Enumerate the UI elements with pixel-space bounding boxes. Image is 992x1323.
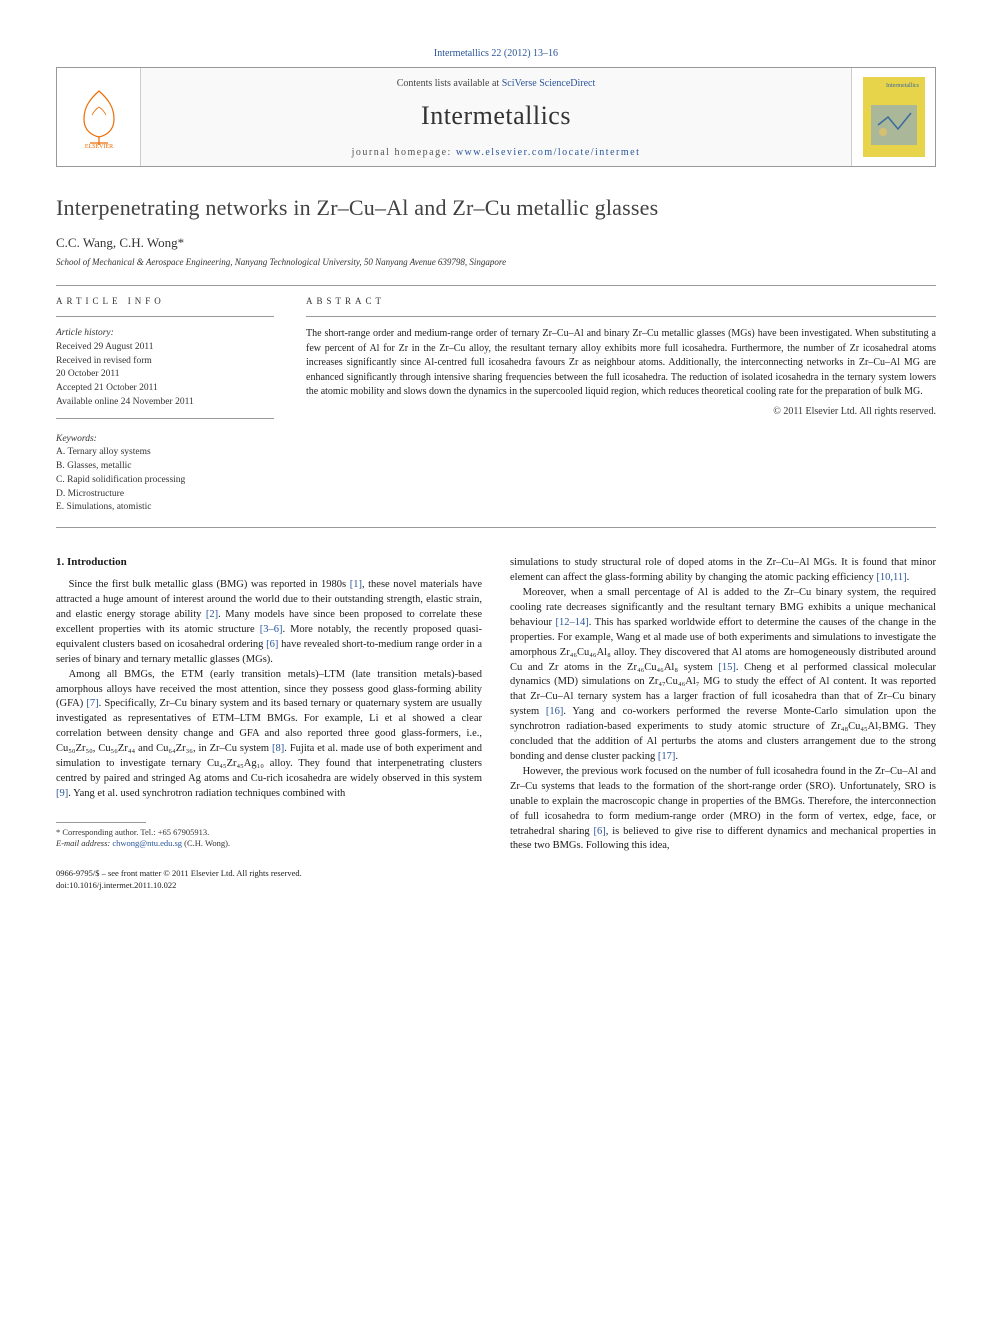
citation-link[interactable]: [10,11]	[876, 572, 906, 583]
running-header: Intermetallics 22 (2012) 13–16	[56, 48, 936, 59]
email-label: E-mail address:	[56, 838, 112, 848]
keyword: D. Microstructure	[56, 488, 274, 502]
citation-link[interactable]: [6]	[594, 826, 606, 837]
corresponding-author-footnote: * Corresponding author. Tel.: +65 679059…	[56, 827, 482, 850]
journal-cover-icon: Intermetallics	[863, 77, 925, 157]
column-right: simulations to study structural role of …	[510, 556, 936, 854]
contents-prefix: Contents lists available at	[397, 78, 502, 89]
citation-link[interactable]: [8]	[272, 743, 284, 754]
sciencedirect-link[interactable]: SciVerse ScienceDirect	[502, 78, 596, 89]
abstract-text: The short-range order and medium-range o…	[306, 327, 936, 400]
citation-link[interactable]: [9]	[56, 788, 68, 799]
paragraph: However, the previous work focused on th…	[510, 765, 936, 854]
article-info-column: ARTICLE INFO Article history: Received 2…	[56, 296, 274, 515]
citation-link[interactable]: [7]	[86, 698, 98, 709]
svg-text:Intermetallics: Intermetallics	[886, 83, 920, 89]
page-footer: 0966-9795/$ – see front matter © 2011 El…	[56, 868, 936, 891]
homepage-prefix: journal homepage:	[352, 147, 456, 158]
citation-link[interactable]: [1]	[350, 579, 362, 590]
corr-author: * Corresponding author. Tel.: +65 679059…	[56, 827, 482, 838]
footer-copyright: 0966-9795/$ – see front matter © 2011 El…	[56, 868, 302, 891]
history-line: Accepted 21 October 2011	[56, 382, 274, 396]
article-info-label: ARTICLE INFO	[56, 296, 274, 306]
keyword: A. Ternary alloy systems	[56, 446, 274, 460]
divider	[56, 316, 274, 317]
keyword: E. Simulations, atomistic	[56, 501, 274, 515]
corr-email-line: E-mail address: chwong@ntu.edu.sg (C.H. …	[56, 838, 482, 849]
article-title: Interpenetrating networks in Zr–Cu–Al an…	[56, 195, 936, 221]
history-line: Received 29 August 2011	[56, 341, 274, 355]
paragraph: Since the first bulk metallic glass (BMG…	[56, 578, 482, 667]
footnote-divider	[56, 822, 146, 823]
banner-center: Contents lists available at SciVerse Sci…	[141, 68, 851, 166]
body-text: simulations to study structural role of …	[510, 556, 936, 854]
citation-link[interactable]: [16]	[546, 706, 564, 717]
keyword: B. Glasses, metallic	[56, 460, 274, 474]
history-line: Received in revised form	[56, 355, 274, 369]
info-abstract-row: ARTICLE INFO Article history: Received 2…	[56, 296, 936, 515]
body-columns: 1. Introduction Since the first bulk met…	[56, 556, 936, 854]
divider	[306, 316, 936, 317]
paragraph: Moreover, when a small percentage of Al …	[510, 586, 936, 765]
column-left: 1. Introduction Since the first bulk met…	[56, 556, 482, 854]
footer-line: 0966-9795/$ – see front matter © 2011 El…	[56, 868, 302, 879]
citation-link[interactable]: [6]	[266, 639, 278, 650]
paragraph: Among all BMGs, the ETM (early transitio…	[56, 668, 482, 802]
paragraph: simulations to study structural role of …	[510, 556, 936, 586]
history-heading: Article history:	[56, 327, 274, 341]
homepage-link[interactable]: www.elsevier.com/locate/intermet	[456, 147, 641, 158]
cover-thumb-box: Intermetallics	[851, 68, 935, 166]
affiliation: School of Mechanical & Aerospace Enginee…	[56, 257, 936, 267]
author-list: C.C. Wang, C.H. Wong*	[56, 235, 936, 251]
citation-link[interactable]: [17]	[658, 751, 676, 762]
history-line: 20 October 2011	[56, 368, 274, 382]
citation-link[interactable]: [15]	[718, 662, 736, 673]
divider	[56, 527, 936, 528]
divider	[56, 418, 274, 419]
keyword: C. Rapid solidification processing	[56, 474, 274, 488]
section-heading: 1. Introduction	[56, 556, 482, 568]
citation-link[interactable]: [12–14]	[555, 617, 588, 628]
body-text: Since the first bulk metallic glass (BMG…	[56, 578, 482, 802]
abstract-copyright: © 2011 Elsevier Ltd. All rights reserved…	[306, 406, 936, 417]
divider	[56, 285, 936, 286]
abstract-label: ABSTRACT	[306, 296, 936, 306]
citation-link[interactable]: [3–6]	[260, 624, 283, 635]
citation-link[interactable]: [2]	[206, 609, 218, 620]
email-link[interactable]: chwong@ntu.edu.sg	[112, 838, 182, 848]
footer-doi: doi:10.1016/j.intermet.2011.10.022	[56, 880, 302, 891]
svg-text:ELSEVIER: ELSEVIER	[84, 144, 112, 149]
journal-homepage: journal homepage: www.elsevier.com/locat…	[141, 147, 851, 158]
publisher-logo-box: ELSEVIER	[57, 68, 141, 166]
abstract-column: ABSTRACT The short-range order and mediu…	[306, 296, 936, 515]
history-line: Available online 24 November 2011	[56, 396, 274, 410]
journal-banner: ELSEVIER Contents lists available at Sci…	[56, 67, 936, 167]
elsevier-tree-icon: ELSEVIER	[70, 85, 128, 149]
keywords-block: Keywords: A. Ternary alloy systems B. Gl…	[56, 433, 274, 516]
article-history: Article history: Received 29 August 2011…	[56, 327, 274, 410]
journal-title: Intermetallics	[141, 101, 851, 131]
contents-available: Contents lists available at SciVerse Sci…	[141, 78, 851, 89]
keywords-heading: Keywords:	[56, 433, 274, 447]
